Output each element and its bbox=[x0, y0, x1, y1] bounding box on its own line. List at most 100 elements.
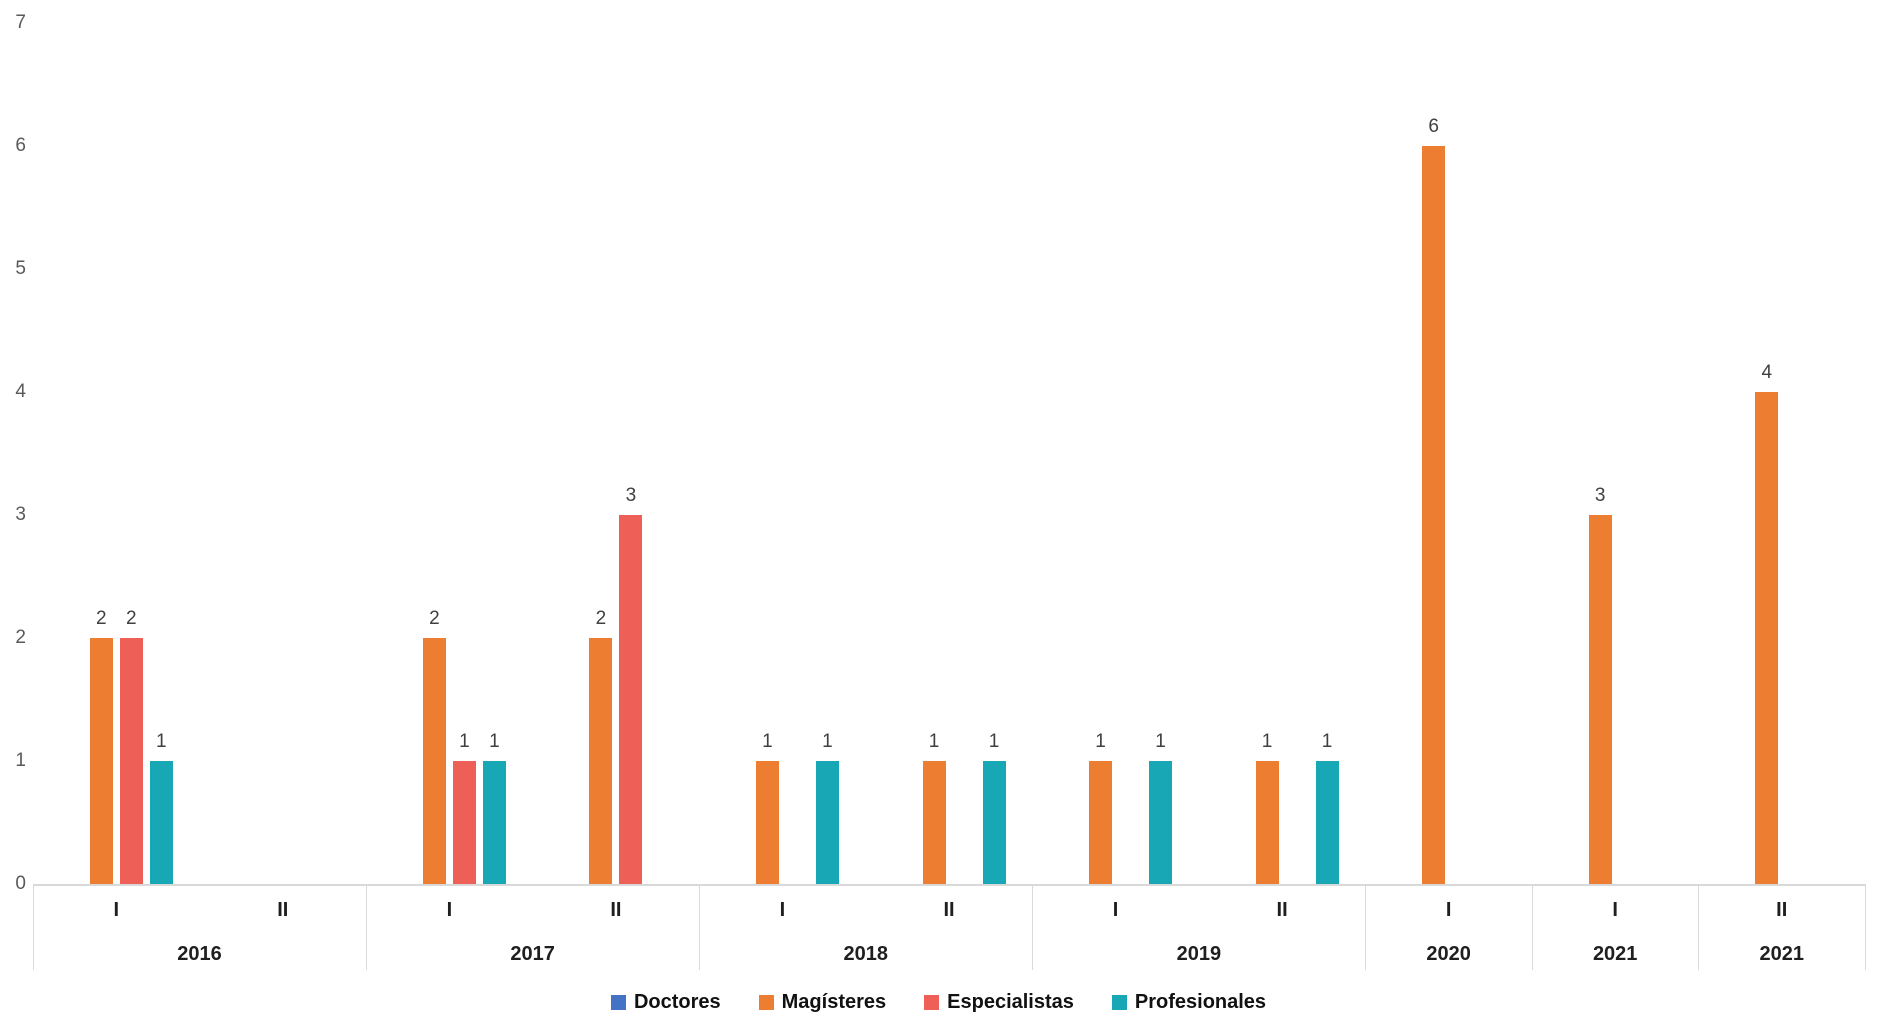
year-label: 2017 bbox=[510, 942, 555, 965]
bar-column-magísteres: 2 bbox=[89, 608, 113, 884]
period-label: II bbox=[277, 898, 289, 921]
y-axis-tick-label: 3 bbox=[15, 504, 26, 525]
period-label: I bbox=[446, 898, 453, 921]
category-divider bbox=[1365, 884, 1367, 970]
bar-column-magísteres: 2 bbox=[422, 608, 446, 884]
bar-value-label: 2 bbox=[95, 608, 107, 629]
bar-value-label: 3 bbox=[1594, 485, 1606, 506]
bar-value-label: 2 bbox=[429, 608, 440, 629]
bar-value-label: 1 bbox=[1095, 731, 1106, 752]
bar-column-profesionales: 1 bbox=[149, 731, 173, 884]
bar-column-magísteres: 6 bbox=[1422, 116, 1446, 884]
bar-magísteres-2017-I bbox=[422, 638, 446, 884]
bar-magísteres-2017-II bbox=[589, 638, 613, 884]
period-label: II bbox=[610, 898, 622, 921]
period-label: I bbox=[1612, 898, 1618, 921]
legend-item-magísteres: Magísteres bbox=[758, 990, 887, 1014]
legend-swatch-icon bbox=[610, 994, 626, 1010]
bar-column-magísteres: 2 bbox=[589, 608, 613, 884]
legend-swatch-icon bbox=[1111, 994, 1127, 1010]
category-divider bbox=[366, 884, 368, 970]
bar-column-especialistas: 2 bbox=[119, 608, 143, 884]
bar-profesionales-2019-II bbox=[1315, 761, 1339, 884]
bar-value-label: 3 bbox=[625, 485, 637, 506]
bar-especialistas-2017-II bbox=[619, 515, 643, 884]
bar-magísteres-2021-II bbox=[1755, 392, 1779, 884]
period-label: I bbox=[1112, 898, 1119, 921]
bar-column-profesionales: 1 bbox=[815, 731, 839, 884]
category-slot-2020-I: 6 bbox=[1365, 0, 1532, 884]
bar-value-label: 1 bbox=[822, 731, 833, 752]
year-label: 2018 bbox=[843, 942, 888, 965]
bar-column-profesionales: 1 bbox=[1315, 731, 1339, 884]
y-axis-tick-label: 6 bbox=[15, 135, 26, 156]
bar-column-especialistas: 1 bbox=[452, 731, 476, 884]
bar-column-profesionales: 1 bbox=[982, 731, 1006, 884]
period-label: I bbox=[1445, 898, 1452, 921]
bar-value-label: 1 bbox=[1321, 731, 1333, 752]
category-divider bbox=[1865, 884, 1866, 970]
year-label: 2020 bbox=[1426, 942, 1471, 965]
year-label-row: 2016 2017 2018 2019 2020 2021 2021 bbox=[33, 932, 1865, 976]
bar-value-label: 1 bbox=[155, 731, 167, 752]
bar-value-label: 1 bbox=[988, 731, 1000, 752]
bar-column-magísteres: 1 bbox=[922, 731, 946, 884]
bar-value-label: 2 bbox=[595, 608, 607, 629]
y-axis-tick-label: 5 bbox=[15, 258, 26, 279]
legend-label: Especialistas bbox=[947, 990, 1074, 1013]
year-label: 2019 bbox=[1176, 942, 1222, 965]
legend-item-profesionales: Profesionales bbox=[1111, 990, 1267, 1014]
category-slot-2021-II: 4 bbox=[1698, 0, 1865, 884]
legend-swatch-icon bbox=[924, 994, 940, 1010]
year-label: 2021 bbox=[1759, 942, 1804, 965]
category-divider bbox=[1531, 884, 1533, 970]
period-label: I bbox=[779, 898, 786, 921]
bar-profesionales-2016-I bbox=[149, 761, 173, 884]
year-label: 2021 bbox=[1592, 942, 1638, 965]
bar-value-label: 4 bbox=[1761, 362, 1773, 383]
period-label: II bbox=[1276, 898, 1288, 921]
category-divider bbox=[1698, 884, 1700, 970]
bar-magísteres-2019-II bbox=[1255, 761, 1279, 884]
bar-value-label: 1 bbox=[459, 731, 470, 752]
bar-column-magísteres: 4 bbox=[1755, 362, 1779, 884]
bar-column-profesionales: 1 bbox=[1149, 731, 1173, 884]
bar-magísteres-2020-I bbox=[1422, 146, 1446, 884]
legend: Doctores Magísteres Especialistas Profesion… bbox=[0, 986, 1877, 1018]
period-label-row: I II I II I II I II I I II bbox=[33, 886, 1865, 934]
bar-especialistas-2017-I bbox=[452, 761, 476, 884]
year-label: 2016 bbox=[177, 942, 222, 965]
bar-column-magísteres: 1 bbox=[1255, 731, 1279, 884]
bar-magísteres-2016-I bbox=[89, 638, 113, 884]
bar-especialistas-2016-I bbox=[119, 638, 143, 884]
legend-label: Magísteres bbox=[781, 990, 887, 1013]
y-axis-tick-label: 1 bbox=[15, 750, 26, 771]
bar-column-especialistas: 3 bbox=[619, 485, 643, 884]
bar-value-label: 1 bbox=[1155, 731, 1166, 752]
y-axis-tick-label: 2 bbox=[15, 627, 26, 648]
bar-value-label: 1 bbox=[1261, 731, 1273, 752]
legend-swatch-icon bbox=[758, 994, 774, 1010]
legend-label: Profesionales bbox=[1134, 990, 1267, 1013]
bar-magísteres-2018-I bbox=[755, 761, 779, 884]
bar-value-label: 6 bbox=[1428, 116, 1439, 137]
bar-profesionales-2018-II bbox=[982, 761, 1006, 884]
bar-value-label: 1 bbox=[928, 731, 940, 752]
bar-profesionales-2018-I bbox=[815, 761, 839, 884]
period-label: II bbox=[1776, 898, 1788, 921]
x-axis-line bbox=[33, 884, 1865, 886]
category-slot-2016-II bbox=[200, 0, 367, 884]
legend-item-especialistas: Especialistas bbox=[924, 991, 1074, 1014]
bar-value-label: 2 bbox=[125, 608, 137, 629]
y-axis-tick-label: 4 bbox=[15, 381, 26, 402]
bar-magísteres-2021-I bbox=[1588, 515, 1612, 884]
bar-column-magísteres: 1 bbox=[1089, 731, 1113, 884]
